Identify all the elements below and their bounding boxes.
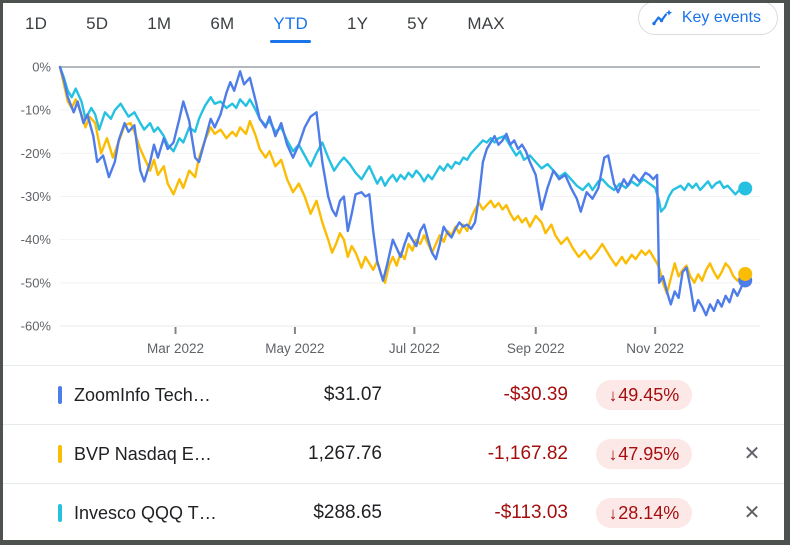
- tab-max[interactable]: MAX: [467, 14, 505, 33]
- quote-price: $288.65: [313, 502, 382, 523]
- svg-text:-40%: -40%: [21, 232, 52, 247]
- remove-quote-button[interactable]: ✕: [737, 439, 767, 469]
- tab-6m[interactable]: 6M: [210, 14, 235, 33]
- quote-change: -$30.39: [503, 384, 568, 405]
- down-arrow-icon: ↓: [608, 444, 618, 464]
- change-percent-value: 49.45%: [618, 385, 680, 405]
- svg-text:0%: 0%: [32, 60, 51, 75]
- down-arrow-icon: ↓: [608, 503, 618, 523]
- series-color-marker: [58, 386, 62, 404]
- down-arrow-icon: ↓: [608, 385, 618, 405]
- svg-text:-10%: -10%: [21, 103, 52, 118]
- tab-5y[interactable]: 5Y: [407, 14, 429, 33]
- chart-area: 0% -10% -20% -30% -40% -50% -60% Mar 2022 May 20…: [3, 45, 784, 365]
- change-percent-badge: ↓ 28.14%: [595, 498, 693, 528]
- key-events-label: Key events: [681, 9, 761, 26]
- quote-row-bvp-nasdaq[interactable]: BVP Nasdaq E… 1,267.76 -1,167.82 ↓ 47.95%…: [3, 424, 784, 483]
- quote-change: -1,167.82: [487, 443, 568, 464]
- series-color-marker: [58, 445, 62, 463]
- performance-chart[interactable]: 0% -10% -20% -30% -40% -50% -60% Mar 2022 May 20…: [3, 45, 784, 365]
- tab-1d[interactable]: 1D: [25, 14, 48, 33]
- svg-text:Jul 2022: Jul 2022: [389, 341, 440, 356]
- quote-price: 1,267.76: [308, 443, 382, 464]
- series-color-marker: [58, 504, 62, 522]
- tab-5d[interactable]: 5D: [86, 14, 109, 33]
- key-events-icon: [652, 9, 673, 25]
- key-events-button[interactable]: Key events: [637, 3, 778, 35]
- quote-row-invesco-qqq[interactable]: Invesco QQQ T… $288.65 -$113.03 ↓ 28.14% …: [3, 483, 784, 540]
- change-percent-value: 47.95%: [618, 444, 680, 464]
- svg-text:Sep 2022: Sep 2022: [507, 341, 565, 356]
- svg-text:-50%: -50%: [21, 275, 52, 290]
- svg-text:May 2022: May 2022: [265, 341, 324, 356]
- svg-text:Nov 2022: Nov 2022: [626, 341, 684, 356]
- change-percent-badge: ↓ 47.95%: [595, 439, 693, 469]
- quote-name: BVP Nasdaq E…: [74, 443, 212, 464]
- quote-price: $31.07: [323, 384, 382, 405]
- tab-ytd[interactable]: YTD: [270, 10, 311, 43]
- svg-text:-60%: -60%: [21, 319, 52, 334]
- remove-quote-button[interactable]: ✕: [737, 498, 767, 528]
- quote-list: ZoomInfo Tech… $31.07 -$30.39 ↓ 49.45% BV…: [3, 365, 784, 540]
- quote-name: ZoomInfo Tech…: [74, 384, 211, 405]
- change-percent-value: 28.14%: [618, 503, 680, 523]
- quote-change: -$113.03: [494, 502, 568, 523]
- svg-text:Mar 2022: Mar 2022: [147, 341, 204, 356]
- tab-1m[interactable]: 1M: [147, 14, 172, 33]
- quote-name: Invesco QQQ T…: [74, 502, 217, 523]
- svg-text:-20%: -20%: [21, 146, 52, 161]
- tab-1y[interactable]: 1Y: [346, 14, 369, 33]
- time-range-toolbar: 1D 5D 1M 6M YTD 1Y 5Y MAX Key events: [3, 3, 784, 45]
- change-percent-badge: ↓ 49.45%: [595, 380, 693, 410]
- svg-text:-30%: -30%: [21, 189, 52, 204]
- quote-row-zoominfo[interactable]: ZoomInfo Tech… $31.07 -$30.39 ↓ 49.45%: [3, 365, 784, 424]
